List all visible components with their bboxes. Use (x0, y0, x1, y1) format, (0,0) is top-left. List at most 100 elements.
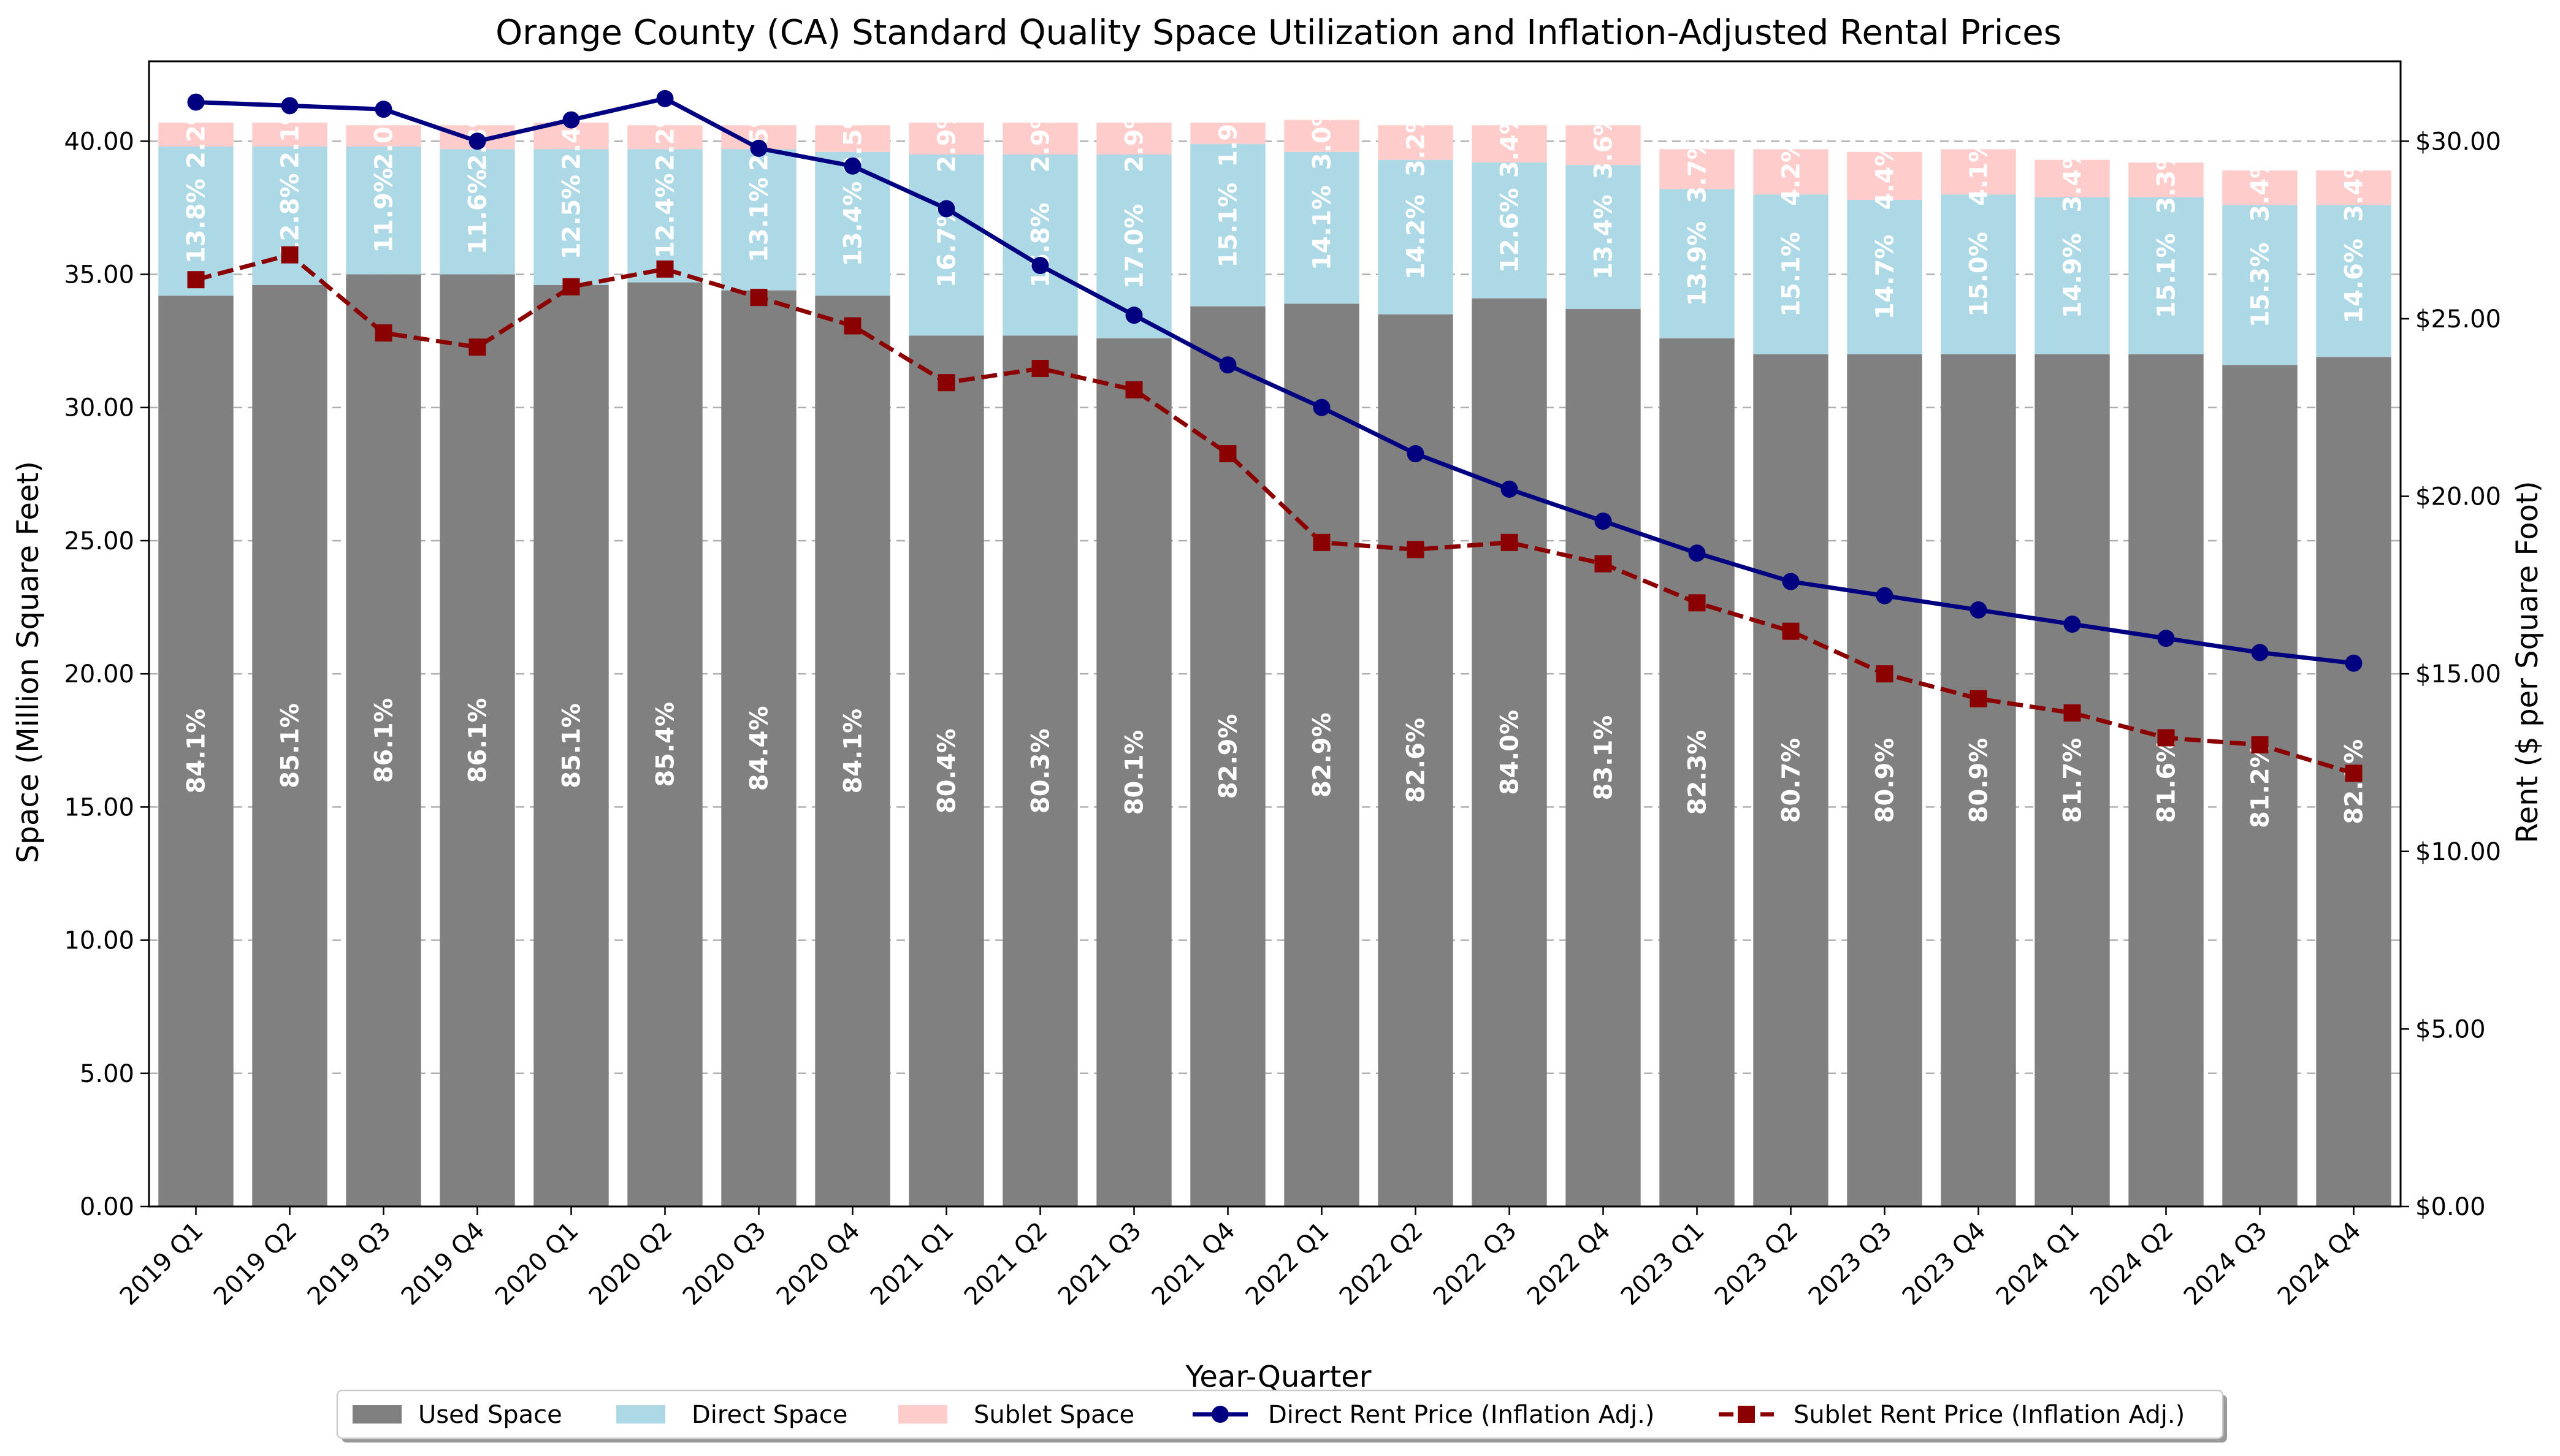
sublet-rent-price-inflation-adj-point (750, 289, 768, 307)
sublet-rent-price-inflation-adj-point (1688, 594, 1706, 612)
used-space-pct-label: 82.9% (1215, 714, 1243, 799)
direct-space-bar (158, 147, 234, 296)
sublet-rent-price-inflation-adj-point (1970, 690, 1987, 707)
x-tick-label: 2020 Q3 (678, 1217, 772, 1311)
x-tick-label: 2019 Q3 (302, 1217, 397, 1311)
sublet-space-bar (1847, 151, 1922, 200)
direct-space-bar (346, 147, 421, 275)
direct-space-pct-label: 16.8% (1027, 202, 1055, 288)
y2-tick-label: $5.00 (2415, 1015, 2486, 1043)
direct-rent-price-inflation-adj-point (1219, 356, 1237, 374)
bars-layer (158, 120, 2391, 1207)
x-tick-label: 2022 Q2 (1334, 1217, 1429, 1311)
direct-space-bar (1472, 162, 1547, 299)
used-space-pct-label: 80.7% (1778, 738, 1806, 823)
sublet-space-bar (158, 122, 234, 147)
used-space-legend-label: Used Space (418, 1401, 562, 1429)
direct-space-bar (2316, 205, 2391, 357)
sublet-space-bar (252, 122, 327, 147)
x-tick-label: 2022 Q4 (1522, 1217, 1616, 1311)
y2-axis-label: Rent ($ per Square Foot) (2510, 481, 2545, 843)
y-tick-label: 0.00 (80, 1193, 134, 1221)
sublet-rent-price-inflation-adj-point (938, 374, 955, 392)
direct-space-pct-label: 15.1% (1778, 232, 1806, 317)
x-axis-label: Year-Quarter (1185, 1360, 1371, 1394)
used-space-bar (346, 274, 421, 1206)
y2-tick-label: $10.00 (2415, 838, 2501, 866)
sublet-space-bar (1659, 149, 1735, 189)
direct-rent-price-inflation-adj-point (1500, 480, 1518, 498)
sublet-space-pct-label: 2.5% (746, 103, 774, 171)
direct-rent-price-inflation-adj-point (2063, 616, 2081, 633)
sublet-rent-price-inflation-adj-point (844, 317, 862, 335)
used-space-pct-label: 81.6% (2153, 738, 2181, 823)
y2-tick-label: $15.00 (2415, 660, 2501, 688)
x-tick-label: 2024 Q4 (2272, 1217, 2367, 1311)
used-space-pct-label: 80.3% (1027, 728, 1055, 814)
direct-rent-price-inflation-adj-point (1125, 307, 1143, 324)
direct-space-bar (1753, 194, 1828, 354)
sublet-space-pct-label: 2.2% (652, 103, 680, 171)
sublet-rent-price-inflation-adj-point (1594, 555, 1612, 573)
sublet-rent-price-inflation-adj-point (2157, 729, 2175, 747)
sublet-space-bar (1472, 125, 1547, 163)
direct-space-pct-label: 12.8% (277, 173, 305, 259)
used-space-bar (2222, 365, 2298, 1206)
direct-space-bar (1284, 151, 1359, 304)
direct-space-legend-label: Direct Space (692, 1401, 847, 1429)
used-space-pct-label: 85.1% (558, 703, 586, 788)
used-space-bar (440, 274, 515, 1206)
direct-space-pct-label: 14.9% (2059, 233, 2087, 318)
used-space-bar (1472, 298, 1547, 1206)
direct-space-pct-label: 13.4% (839, 181, 868, 267)
direct-space-bar (1003, 154, 1078, 336)
direct-space-pct-label: 12.4% (652, 173, 680, 259)
direct-space-bar (1190, 143, 1266, 307)
used-space-pct-label: 85.1% (277, 703, 305, 788)
direct-space-pct-label: 13.9% (1684, 221, 1712, 307)
sublet-space-bar (2035, 159, 2110, 197)
y-tick-label: 20.00 (64, 660, 134, 688)
sublet-space-pct-label: 3.6% (1590, 111, 1618, 179)
used-space-bar (1847, 354, 1922, 1206)
sublet-space-bar (346, 125, 421, 147)
x-tick-label: 2021 Q3 (1053, 1217, 1147, 1311)
used-space-bar (1659, 338, 1735, 1206)
sublet-space-pct-label: 3.4% (2340, 154, 2369, 222)
sublet-space-pct-label: 4.4% (1871, 142, 1900, 210)
direct-space-bar (1847, 199, 1922, 354)
sublet-space-pct-label: 3.2% (1402, 109, 1431, 177)
direct-space-bar (440, 149, 515, 275)
used-space-bar (1003, 335, 1078, 1206)
sublet-space-bar (909, 122, 984, 155)
sublet-space-pct-label: 4.2% (1778, 138, 1806, 206)
x-tick-label: 2023 Q2 (1710, 1217, 1804, 1311)
sublet-space-pct-label: 3.7% (1684, 135, 1712, 203)
chart-title: Orange County (CA) Standard Quality Spac… (495, 13, 2061, 53)
sublet-rent-price-inflation-adj-point (1500, 533, 1518, 551)
direct-space-bar (2035, 197, 2110, 354)
sublet-rent-price-inflation-adj-swatch-marker (1738, 1406, 1755, 1423)
used-space-bar (815, 295, 890, 1207)
sublet-space-bar (627, 125, 703, 150)
y-tick-label: 10.00 (64, 927, 134, 955)
sublet-rent-price-inflation-adj-point (562, 278, 580, 295)
direct-rent-price-inflation-adj-point (1313, 398, 1331, 416)
used-space-bar (2128, 354, 2204, 1206)
used-space-bar (2035, 354, 2110, 1206)
direct-space-bar (1378, 159, 1453, 314)
used-space-pct-label: 81.2% (2247, 743, 2275, 828)
sublet-rent-price-inflation-adj-point (281, 246, 299, 264)
used-space-pct-label: 85.4% (652, 702, 680, 787)
used-space-pct-label: 84.1% (839, 709, 868, 794)
used-space-bar (1565, 309, 1641, 1207)
direct-rent-price-inflation-adj-point (187, 93, 205, 111)
direct-space-pct-label: 14.2% (1402, 194, 1431, 280)
x-tick-label: 2023 Q3 (1803, 1217, 1898, 1311)
x-tick-label: 2022 Q1 (1240, 1217, 1335, 1311)
y2-tick-label: $30.00 (2415, 128, 2501, 156)
used-space-bar (1096, 338, 1172, 1206)
sublet-space-legend-label: Sublet Space (974, 1401, 1134, 1429)
sublet-space-bar (1190, 122, 1266, 144)
